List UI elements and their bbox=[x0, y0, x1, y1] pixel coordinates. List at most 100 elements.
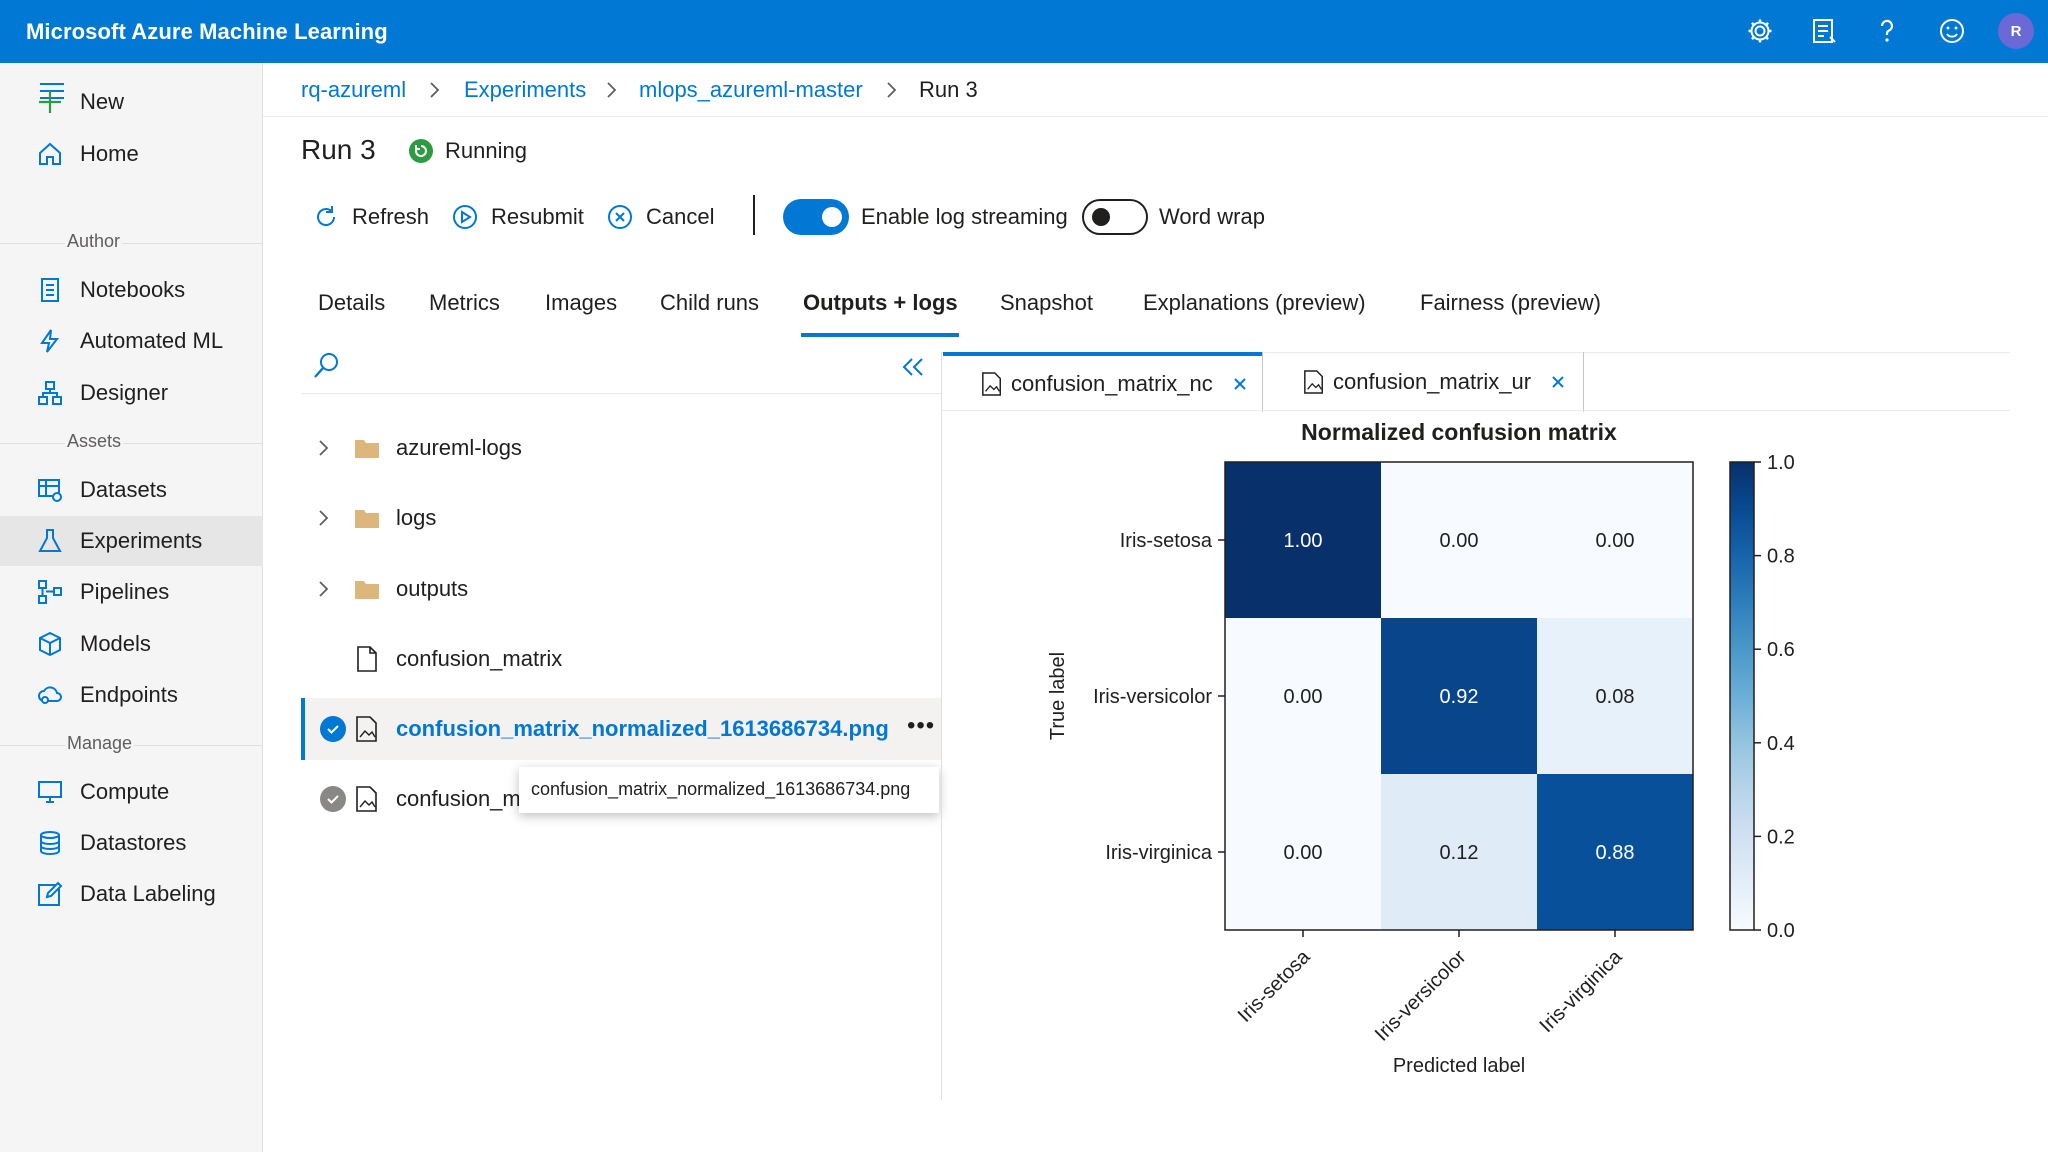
breadcrumb: rq-azureml Experiments mlops_azureml-mas… bbox=[263, 63, 2048, 117]
sidebar-item-models[interactable]: Models bbox=[0, 619, 263, 669]
sidebar-item-designer[interactable]: Designer bbox=[0, 368, 263, 418]
breadcrumb-experiment[interactable]: mlops_azureml-master bbox=[639, 77, 863, 102]
y-tick-label: Iris-setosa bbox=[1120, 530, 1213, 552]
tab-details[interactable]: Details bbox=[318, 290, 386, 315]
collapse-panel-icon[interactable] bbox=[900, 355, 930, 379]
cell-value-label: 0.00 bbox=[1596, 530, 1635, 552]
image-tab-confusion-matrix-nc[interactable]: confusion_matrix_nc bbox=[943, 352, 1262, 412]
tree-folder-outputs[interactable]: outputs bbox=[301, 558, 941, 620]
feedback-list-icon[interactable] bbox=[1807, 14, 1841, 48]
chevron-right-icon[interactable] bbox=[317, 438, 331, 458]
tab-snapshot[interactable]: Snapshot bbox=[1000, 290, 1093, 315]
x-tick-label: Iris-virginica bbox=[1536, 945, 1628, 1037]
checkmark-icon[interactable] bbox=[320, 716, 346, 742]
y-tick-label: Iris-versicolor bbox=[1093, 686, 1212, 708]
heatmap-cell bbox=[1537, 618, 1693, 774]
running-icon bbox=[409, 139, 433, 163]
sidebar-item-label: Datasets bbox=[80, 477, 167, 502]
cell-value-label: 0.00 bbox=[1284, 842, 1323, 864]
section-manage: Manage bbox=[65, 733, 135, 754]
status-text: Running bbox=[445, 138, 527, 163]
sidebar-item-pipelines[interactable]: Pipelines bbox=[0, 567, 263, 617]
panel-divider[interactable] bbox=[941, 352, 942, 1100]
chevron-right-icon[interactable] bbox=[317, 579, 331, 599]
chart-title: Normalized confusion matrix bbox=[1301, 419, 1617, 445]
sidebar-item-data-labeling[interactable]: Data Labeling bbox=[0, 869, 263, 919]
refresh-label: Refresh bbox=[352, 204, 430, 229]
search-icon[interactable] bbox=[310, 350, 344, 384]
resubmit-button[interactable]: Resubmit bbox=[451, 200, 584, 234]
app-title[interactable]: Microsoft Azure Machine Learning bbox=[26, 19, 388, 44]
image-file-icon bbox=[353, 785, 381, 813]
image-tab-label: confusion_matrix_ur bbox=[1333, 369, 1532, 394]
sidebar-item-datastores[interactable]: Datastores bbox=[0, 818, 263, 868]
sidebar-item-label: Notebooks bbox=[80, 277, 186, 302]
sidebar: New Home Author Notebooks Automated ML D… bbox=[0, 63, 263, 1152]
tree-file-confusion-matrix-normalized[interactable]: confusion_matrix_normalized_1613686734.p… bbox=[301, 698, 941, 760]
sidebar-item-automated-ml[interactable]: Automated ML bbox=[0, 316, 263, 366]
folder-icon bbox=[353, 504, 381, 532]
sidebar-item-label: Endpoints bbox=[80, 682, 178, 707]
tree-file-confusion-matrix[interactable]: confusion_matrix bbox=[301, 628, 941, 690]
tree-file-confusion-m[interactable]: confusion_m bbox=[301, 768, 941, 830]
tab-child-runs[interactable]: Child runs bbox=[660, 290, 760, 315]
close-icon[interactable] bbox=[1551, 375, 1565, 389]
smiley-icon[interactable] bbox=[1935, 14, 1969, 48]
cancel-circle-icon bbox=[608, 205, 632, 229]
log-streaming-label: Enable log streaming bbox=[861, 204, 1068, 229]
monitor-icon bbox=[36, 778, 64, 806]
play-circle-icon bbox=[453, 205, 477, 229]
image-tab-confusion-matrix-ur[interactable]: confusion_matrix_ur bbox=[1263, 352, 1583, 412]
tab-fairness[interactable]: Fairness (preview) bbox=[1420, 290, 1601, 315]
refresh-button[interactable]: Refresh bbox=[312, 200, 429, 234]
cell-value-label: 0.00 bbox=[1440, 530, 1479, 552]
tabs-divider bbox=[942, 352, 2010, 353]
designer-icon bbox=[36, 379, 64, 407]
image-file-icon bbox=[1304, 370, 1323, 394]
hamburger-menu-icon[interactable] bbox=[38, 81, 66, 101]
plus-icon bbox=[36, 88, 64, 116]
tab-separator bbox=[1583, 352, 1584, 412]
y-axis-label: True label bbox=[1047, 652, 1069, 740]
sidebar-item-experiments[interactable]: Experiments bbox=[0, 516, 263, 566]
sidebar-item-new[interactable]: New bbox=[0, 77, 263, 127]
log-streaming-toggle[interactable] bbox=[783, 199, 849, 235]
cancel-button[interactable]: Cancel bbox=[606, 200, 714, 234]
folder-icon bbox=[353, 575, 381, 603]
tree-folder-azureml-logs[interactable]: azureml-logs bbox=[301, 417, 941, 479]
cell-value-label: 0.12 bbox=[1440, 842, 1479, 864]
word-wrap-toggle[interactable] bbox=[1082, 199, 1148, 235]
close-icon[interactable] bbox=[1233, 377, 1247, 391]
tab-outputs-logs[interactable]: Outputs + logs bbox=[803, 290, 958, 315]
sidebar-item-home[interactable]: Home bbox=[0, 129, 263, 179]
toolbar-divider bbox=[753, 195, 755, 235]
help-icon[interactable] bbox=[1870, 14, 1904, 48]
refresh-icon bbox=[317, 206, 336, 226]
tab-metrics[interactable]: Metrics bbox=[429, 290, 500, 315]
x-tick-label: Iris-setosa bbox=[1234, 945, 1315, 1026]
chevron-right-icon[interactable] bbox=[317, 508, 331, 528]
checkmark-icon[interactable] bbox=[320, 786, 346, 812]
breadcrumb-experiments[interactable]: Experiments bbox=[464, 77, 587, 102]
dataset-icon bbox=[36, 476, 64, 504]
x-tick-label: Iris-versicolor bbox=[1371, 946, 1471, 1046]
cancel-label: Cancel bbox=[646, 204, 715, 229]
more-options-icon[interactable]: ••• bbox=[907, 712, 936, 739]
confusion-matrix-chart: Normalized confusion matrix 1.00 0.00 0.00 0… bbox=[1047, 419, 1795, 1077]
tree-folder-logs[interactable]: logs bbox=[301, 487, 941, 549]
breadcrumb-workspace[interactable]: rq-azureml bbox=[301, 77, 407, 102]
sidebar-item-label: Compute bbox=[80, 779, 170, 804]
sidebar-item-endpoints[interactable]: Endpoints bbox=[0, 670, 263, 720]
sidebar-item-compute[interactable]: Compute bbox=[0, 767, 263, 817]
tab-images[interactable]: Images bbox=[545, 290, 618, 315]
avatar[interactable]: R bbox=[1998, 13, 2034, 49]
sidebar-item-datasets[interactable]: Datasets bbox=[0, 465, 263, 515]
top-bar: Microsoft Azure Machine Learning R bbox=[0, 0, 2048, 63]
gear-icon[interactable] bbox=[1743, 14, 1777, 48]
tree-label: azureml-logs bbox=[396, 435, 522, 460]
cell-value-label: 0.92 bbox=[1440, 686, 1479, 708]
tab-explanations[interactable]: Explanations (preview) bbox=[1143, 290, 1366, 315]
heatmap-cell bbox=[1225, 774, 1381, 930]
sidebar-item-notebooks[interactable]: Notebooks bbox=[0, 265, 263, 315]
notebook-icon bbox=[36, 276, 64, 304]
